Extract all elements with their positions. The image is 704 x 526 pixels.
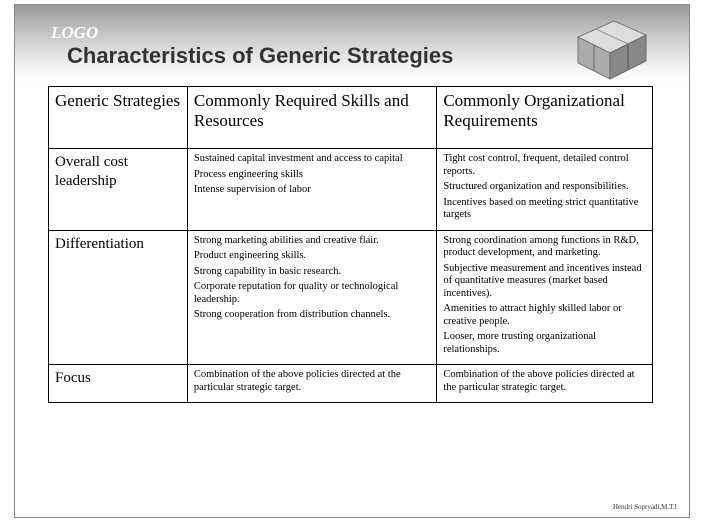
table-row: Differentiation Strong marketing abilitie…: [48, 229, 653, 365]
strategy-name: Overall cost leadership: [48, 148, 188, 231]
requirements-item: Combination of the above policies direct…: [443, 369, 635, 393]
requirements-item: Looser, more trusting organizational rel…: [443, 331, 597, 355]
requirements-cell: Strong coordination among functions in R…: [436, 229, 653, 365]
slide: LOGO Characteristics of Generic Strategi…: [14, 4, 690, 518]
slide-title: Characteristics of Generic Strategies: [67, 43, 454, 68]
header-row: Generic Strategies Commonly Required Skil…: [48, 86, 653, 149]
column-header: Generic Strategies: [48, 86, 188, 149]
table-row: Overall cost leadership Sustained capital…: [48, 148, 653, 231]
skills-cell: Sustained capital investment and access …: [186, 148, 438, 231]
skills-item: Combination of the above policies direct…: [193, 369, 401, 393]
column-header: Commonly Required Skills and Resources: [186, 86, 438, 149]
skills-cell: Strong marketing abilities and creative …: [186, 229, 438, 365]
cube-decoration: [576, 20, 648, 80]
requirements-item: Incentives based on meeting strict quant…: [443, 196, 639, 221]
skills-item: Intense supervision of labor: [193, 184, 311, 195]
skills-item: Corporate reputation for quality or tech…: [193, 281, 399, 305]
logo: LOGO: [51, 23, 99, 42]
column-header: Commonly Organizational Requirements: [436, 86, 653, 149]
skills-item: Product engineering skills.: [193, 250, 307, 261]
requirements-item: Subjective measurement and incentives in…: [443, 262, 642, 299]
requirements-item: Tight cost control, frequent, detailed c…: [443, 153, 629, 177]
skills-item: Process engineering skills: [193, 168, 303, 180]
strategy-name: Focus: [48, 364, 188, 403]
requirements-cell: Combination of the above policies direct…: [436, 364, 653, 403]
requirements-item: Strong coordination among functions in R…: [443, 234, 639, 259]
footer: Hendri Sopryadi,M.T.I: [612, 503, 677, 511]
skills-item: Strong cooperation from distribution cha…: [193, 309, 391, 320]
skills-item: Strong capability in basic research.: [193, 265, 342, 277]
requirements-item: Amenities to attract highly skilled labo…: [443, 303, 622, 327]
skills-item: Sustained capital investment and access …: [193, 153, 403, 164]
skills-item: Strong marketing abilities and creative …: [193, 234, 379, 246]
strategy-table: Generic Strategies Commonly Required Skil…: [48, 86, 653, 403]
table-row: Focus Combination of the above policies d…: [48, 364, 653, 403]
skills-cell: Combination of the above policies direct…: [186, 364, 438, 403]
requirements-item: Structured organization and responsibili…: [443, 181, 629, 192]
requirements-cell: Tight cost control, frequent, detailed c…: [436, 148, 653, 231]
strategy-name: Differentiation: [48, 229, 188, 365]
header-band: [15, 5, 689, 83]
